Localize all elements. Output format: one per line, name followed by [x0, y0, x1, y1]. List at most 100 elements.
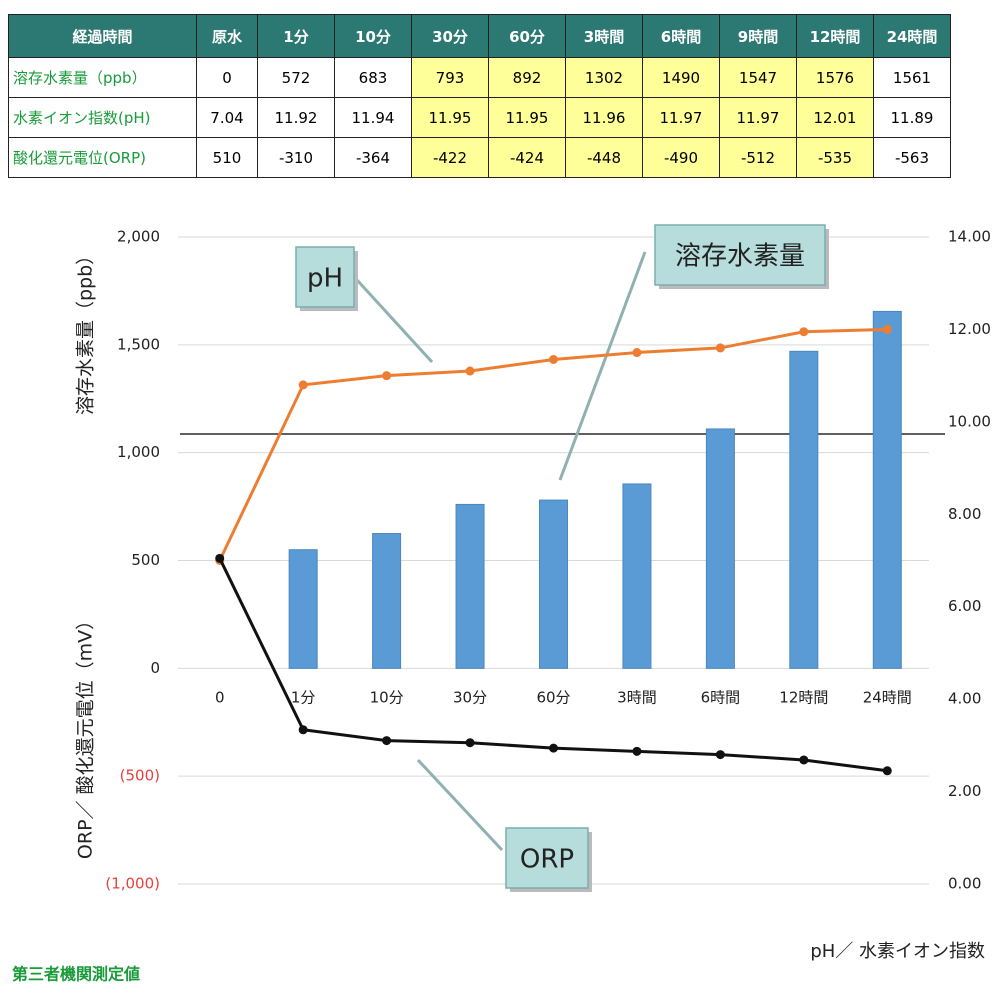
- marker: [465, 738, 475, 748]
- cell: 7.04: [196, 97, 258, 138]
- marker: [465, 366, 475, 376]
- y-tick-label: 500: [131, 551, 160, 569]
- cell: 11.96: [565, 97, 643, 138]
- callout-box: [505, 827, 589, 889]
- cell: 11.94: [334, 97, 412, 138]
- marker: [799, 327, 809, 337]
- bar: [539, 499, 568, 669]
- callout-connector: [355, 278, 434, 364]
- cell: 793: [411, 57, 489, 98]
- footer-note: 第三者機関測定値: [12, 965, 140, 984]
- y2-tick-label: 8.00: [948, 505, 981, 523]
- bar: [789, 350, 819, 669]
- y2-tick-label: 14.00: [948, 228, 991, 246]
- marker: [382, 736, 392, 746]
- y-tick-label: 2,000: [117, 228, 160, 246]
- marker: [382, 371, 392, 381]
- bar: [372, 533, 402, 669]
- bar: [705, 428, 735, 669]
- y2-tick-label: 6.00: [948, 597, 981, 615]
- cell: 1576: [796, 57, 874, 98]
- y2-tick-label: 4.00: [948, 690, 981, 708]
- header-cell: 経過時間: [8, 14, 197, 58]
- row-header: 溶存水素量（ppb）: [8, 57, 197, 98]
- table-row: 酸化還元電位(ORP) 510 -310 -364 -422 -424 -448 -490 -5…: [8, 137, 951, 178]
- cell: 12.01: [796, 97, 874, 138]
- cell: 0: [196, 57, 258, 98]
- y2-axis-title: pH／ 水素イオン指数: [810, 941, 985, 962]
- marker: [799, 755, 809, 765]
- y-tick-label: 1,000: [117, 443, 160, 461]
- cell: -563: [873, 137, 951, 178]
- x-tick-label: 60分: [536, 689, 570, 707]
- header-cell: 6時間: [642, 14, 720, 58]
- cell: 572: [257, 57, 335, 98]
- y-tick-label: (1,000): [105, 875, 160, 893]
- cell: -364: [334, 137, 412, 178]
- header-cell: 60分: [488, 14, 566, 58]
- bar: [455, 503, 485, 669]
- marker: [715, 750, 725, 760]
- header-row: 経過時間 原水 1分 10分 30分 60分 3時間 6時間 9時間 12時間 24時間: [8, 14, 951, 58]
- callout-box: [654, 224, 826, 286]
- x-tick-label: 30分: [453, 689, 487, 707]
- marker: [549, 743, 558, 753]
- callout-label: pH: [307, 264, 343, 294]
- header-cell: 9時間: [719, 14, 797, 58]
- cell: 11.92: [257, 97, 335, 138]
- marker: [632, 746, 642, 756]
- x-tick-label: 0: [215, 689, 225, 707]
- cell: -422: [411, 137, 489, 178]
- cell: -310: [257, 137, 335, 178]
- y-tick-label: (500): [120, 767, 160, 785]
- header-cell: 30分: [411, 14, 489, 58]
- bar: [622, 483, 652, 669]
- cell: -424: [488, 137, 566, 178]
- marker: [215, 553, 225, 563]
- marker: [298, 380, 308, 390]
- y-axis-title-lower: ORP／ 酸化還元電位（mV）: [75, 611, 97, 859]
- callout-box: [295, 246, 355, 308]
- row-header: 酸化還元電位(ORP): [8, 137, 197, 178]
- table-row: 溶存水素量（ppb） 0 572 683 793 892 1302 1490 1547 1576 1…: [8, 57, 951, 98]
- cell: 11.95: [488, 97, 566, 138]
- bar: [288, 549, 318, 669]
- cell: 1561: [873, 57, 951, 98]
- y2-tick-label: 10.00: [948, 412, 991, 430]
- cell: -490: [642, 137, 720, 178]
- cell: 892: [488, 57, 566, 98]
- table-row: 水素イオン指数(pH) 7.04 11.92 11.94 11.95 11.95 11.96…: [8, 97, 951, 138]
- marker: [715, 343, 725, 353]
- callout-label: ORP: [520, 845, 574, 875]
- marker: [298, 725, 308, 735]
- x-tick-label: 12時間: [779, 689, 828, 707]
- callout-connector: [558, 251, 647, 481]
- x-tick-label: 1分: [291, 689, 316, 707]
- y2-tick-label: 2.00: [948, 782, 981, 800]
- marker: [549, 354, 558, 364]
- marker: [632, 348, 642, 358]
- y-axis-title: 溶存水素量（ppb）: [75, 246, 97, 415]
- cell: -535: [796, 137, 874, 178]
- header-cell: 3時間: [565, 14, 643, 58]
- cell: 11.95: [411, 97, 489, 138]
- cell: 11.97: [719, 97, 797, 138]
- cell: -448: [565, 137, 643, 178]
- y2-tick-label: 12.00: [948, 320, 991, 338]
- bar: [872, 310, 902, 669]
- marker: [882, 324, 892, 334]
- cell: 683: [334, 57, 412, 98]
- x-tick-label: 10分: [370, 689, 404, 707]
- x-tick-label: 6時間: [701, 689, 741, 707]
- y-tick-label: 0: [150, 659, 160, 677]
- data-table: 経過時間 原水 1分 10分 30分 60分 3時間 6時間 9時間 12時間 24時間 溶存水素量（…: [8, 14, 951, 178]
- x-tick-label: 24時間: [863, 689, 912, 707]
- callout-label: 溶存水素量: [675, 242, 805, 272]
- cell: -512: [719, 137, 797, 178]
- cell: 11.97: [642, 97, 720, 138]
- y2-tick-label: 0.00: [948, 875, 981, 893]
- header-cell: 12時間: [796, 14, 874, 58]
- row-header: 水素イオン指数(pH): [8, 97, 197, 138]
